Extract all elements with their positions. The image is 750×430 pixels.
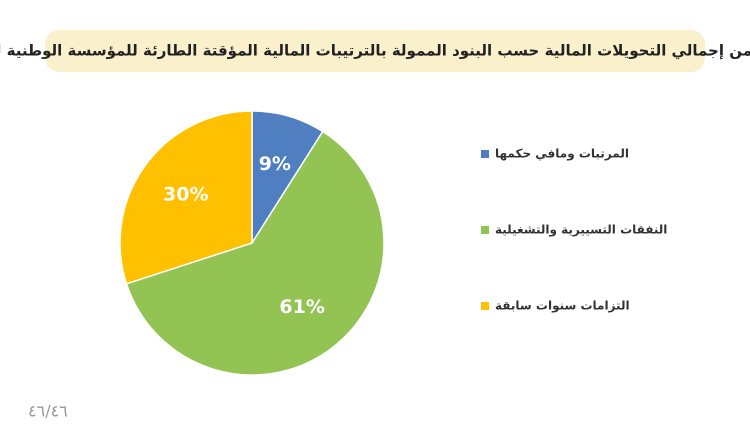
- pie-slice: [125, 130, 385, 376]
- title-box: [45, 30, 705, 72]
- legend-label: النفقات التسييرية والتشغيلية: [495, 223, 667, 238]
- legend-swatch: [481, 226, 489, 234]
- legend-label: التزامات سنوات سابقة: [495, 299, 630, 314]
- value-label: 9%: [259, 153, 291, 175]
- chart-title: نسبة من إجمالي التحويلات المالية حسب الب…: [0, 42, 750, 60]
- value-label: 30%: [163, 183, 208, 205]
- legend-swatch: [481, 150, 489, 158]
- pie-slice: [119, 110, 253, 285]
- legend-label: المرتبات ومافي حكمها: [495, 147, 629, 162]
- page-number: ٤٦/٤٦: [28, 402, 68, 421]
- legend-swatch: [481, 302, 489, 310]
- value-label: 61%: [279, 296, 324, 318]
